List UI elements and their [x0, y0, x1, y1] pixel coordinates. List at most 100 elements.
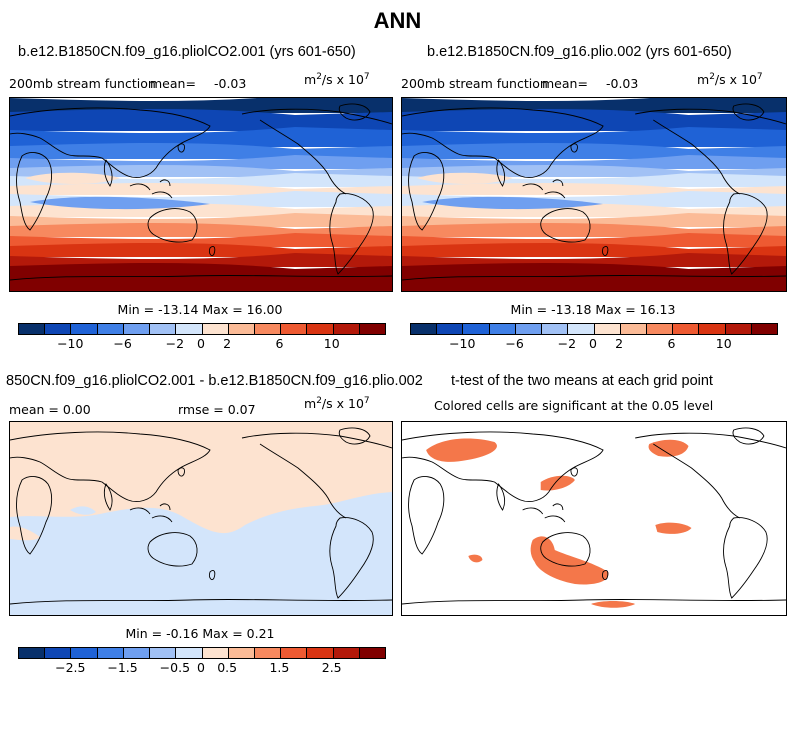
significant-cell — [648, 439, 689, 457]
colorbar-swatch — [97, 324, 124, 334]
colorbar-tick-label: −0.5 — [159, 660, 191, 675]
colorbar-swatch — [45, 324, 72, 334]
coastline — [338, 103, 371, 121]
coastline — [147, 208, 198, 243]
colorbar-swatch — [751, 324, 778, 334]
colorbar-swatch — [228, 648, 255, 658]
stream-function-band — [402, 127, 786, 147]
diff-positive-region — [10, 526, 40, 541]
colorbar-tick-label: 0 — [197, 660, 205, 675]
coastline — [10, 107, 211, 179]
panel2-title: b.e12.B1850CN.f09_g16.plio.002 (yrs 601-… — [427, 44, 732, 60]
panel1-title: b.e12.B1850CN.f09_g16.pliolCO2.001 (yrs … — [18, 44, 356, 60]
colorbar-swatch — [19, 324, 46, 334]
panel3-colorbar — [18, 647, 386, 659]
colorbar-swatch — [620, 324, 647, 334]
coastline — [209, 245, 216, 257]
diff-negative-northwest — [70, 506, 96, 515]
colorbar-swatch — [515, 324, 543, 334]
panel1-mean-label: mean= — [150, 76, 196, 91]
stream-function-anomaly — [25, 172, 120, 184]
colorbar-swatch — [333, 324, 360, 334]
colorbar-tick-label: 0.5 — [217, 660, 238, 675]
panel1-minmax: Min = -13.14 Max = 16.00 — [117, 302, 283, 317]
coastline — [402, 431, 604, 503]
panel3-minmax: Min = -0.16 Max = 0.21 — [125, 626, 275, 641]
stream-function-band — [10, 143, 392, 159]
colorbar-swatch — [202, 324, 229, 334]
colorbar-tick-label: 2.5 — [321, 660, 342, 675]
panel3-mean: mean = 0.00 — [9, 402, 91, 417]
colorbar-swatch — [359, 324, 386, 334]
colorbar-tick-label: 0 — [589, 336, 597, 351]
panel3-rmse: rmse = 0.07 — [178, 402, 256, 417]
colorbar-swatch — [202, 648, 229, 658]
significant-cell — [530, 536, 609, 585]
coastline — [338, 427, 371, 445]
stream-function-band — [10, 263, 392, 291]
colorbar-swatch — [281, 648, 308, 658]
panel1-map — [9, 97, 393, 292]
colorbar-tick-label: −6 — [505, 336, 524, 351]
colorbar-swatch — [254, 324, 282, 334]
coastline — [522, 503, 566, 523]
coastline — [103, 483, 113, 511]
significant-cell — [426, 438, 497, 462]
colorbar-swatch — [71, 324, 98, 334]
stream-function-band — [10, 109, 392, 131]
coastline — [16, 476, 53, 555]
colorbar-swatch — [542, 324, 569, 334]
significant-cells — [426, 438, 692, 608]
significant-cell — [590, 601, 636, 608]
panel2-units: m2/s x 107 — [697, 72, 763, 88]
panel4-map — [401, 421, 787, 616]
coastline — [602, 245, 609, 257]
stream-function-band — [402, 263, 786, 291]
coastline — [496, 483, 506, 511]
colorbar-swatch — [150, 324, 177, 334]
stream-function-band — [402, 109, 786, 131]
colorbar-swatch — [411, 324, 438, 334]
coastline — [329, 193, 374, 275]
colorbar-swatch — [463, 324, 490, 334]
colorbar-swatch — [150, 648, 177, 658]
panel2-colorbar — [410, 323, 778, 335]
coastline — [540, 208, 591, 243]
colorbar-tick-label: −10 — [57, 336, 84, 351]
panel2-minmax: Min = -13.18 Max = 16.13 — [510, 302, 676, 317]
colorbar-tick-label: 2 — [223, 336, 232, 351]
colorbar-swatch — [699, 324, 726, 334]
panel2-mean-label: mean= — [542, 76, 588, 91]
coastline — [329, 517, 374, 599]
coastline — [540, 532, 591, 567]
diff-negative-region — [10, 492, 392, 615]
colorbar-swatch — [568, 324, 595, 334]
colorbar-tick-label: −6 — [113, 336, 132, 351]
coastline — [570, 143, 578, 153]
colorbar-swatch — [71, 648, 98, 658]
coastline — [408, 152, 445, 231]
panel4-title: t-test of the two means at each grid poi… — [451, 373, 713, 389]
coastline — [496, 159, 506, 187]
coastline — [402, 274, 786, 281]
panel3-units: m2/s x 107 — [304, 396, 370, 412]
coastline — [723, 517, 768, 599]
colorbar-swatch — [19, 648, 46, 658]
colorbar-tick-label: −2.5 — [55, 660, 86, 675]
coastline — [10, 431, 211, 503]
colorbar-tick-label: −10 — [449, 336, 476, 351]
colorbar-swatch — [176, 324, 203, 334]
panel1-units: m2/s x 107 — [304, 72, 370, 88]
colorbar-tick-label: −1.5 — [107, 660, 138, 675]
coastline — [402, 107, 604, 179]
coastline — [522, 179, 566, 199]
main-title: ANN — [373, 8, 422, 33]
colorbar-swatch — [333, 648, 360, 658]
colorbar-tick-label: 2 — [615, 336, 624, 351]
coastline — [732, 103, 765, 121]
coastline — [570, 467, 578, 477]
coastline — [209, 569, 216, 581]
stream-function-band — [10, 127, 392, 147]
coastline — [402, 598, 786, 605]
colorbar-swatch — [45, 648, 72, 658]
